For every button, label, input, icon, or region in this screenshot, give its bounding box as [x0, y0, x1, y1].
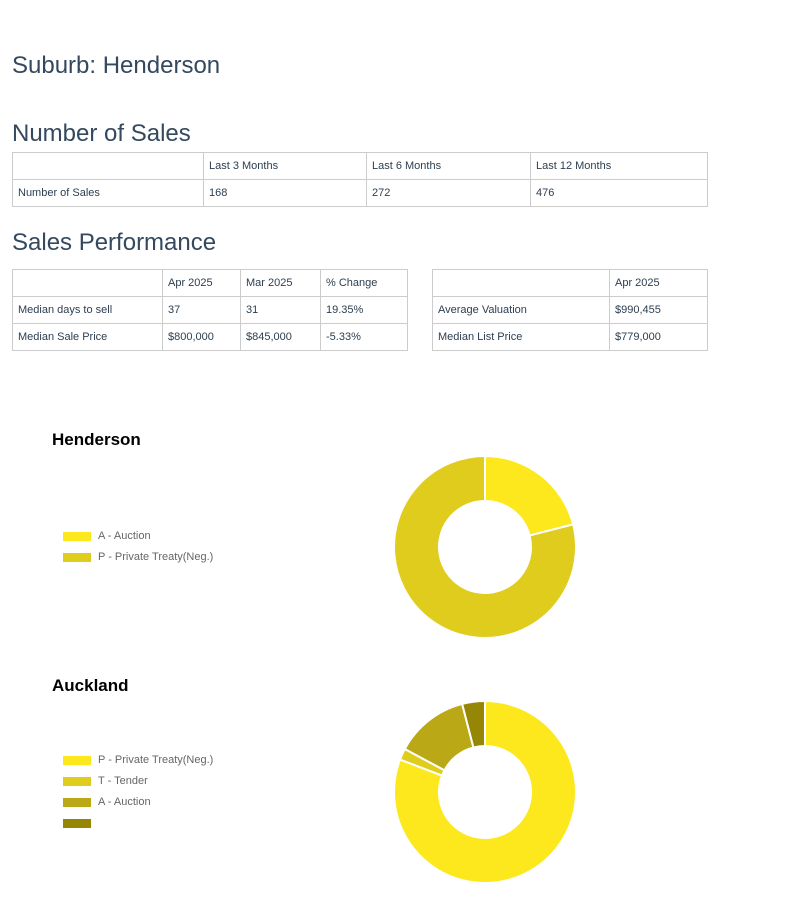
- table-cell: 19.35%: [320, 296, 408, 324]
- auckland-donut-chart: [393, 699, 577, 884]
- sales-performance-table: Apr 2025 Mar 2025 % Change Median days t…: [12, 269, 408, 351]
- table-cell: 272: [366, 179, 531, 207]
- legend-swatch: [63, 819, 91, 828]
- table-cell: Median List Price: [432, 323, 610, 351]
- table-cell: [12, 152, 204, 180]
- valuation-table: Apr 2025 Average Valuation $990,455 Medi…: [432, 269, 708, 351]
- henderson-donut-chart: [393, 454, 577, 639]
- suburb-title: Suburb: Henderson: [12, 52, 221, 79]
- number-of-sales-table: Last 3 Months Last 6 Months Last 12 Mont…: [12, 152, 708, 207]
- table-cell: 37: [162, 296, 241, 324]
- table-row: Median List Price $779,000: [432, 323, 708, 351]
- legend-label: T - Tender: [98, 775, 148, 787]
- legend-swatch: [63, 532, 91, 541]
- table-header-cell: Last 6 Months: [366, 152, 531, 180]
- legend-swatch: [63, 553, 91, 562]
- table-cell: Number of Sales: [12, 179, 204, 207]
- table-cell: [12, 269, 163, 297]
- table-cell: Median Sale Price: [12, 323, 163, 351]
- donut-slice[interactable]: [393, 699, 577, 884]
- donut-slice[interactable]: [484, 454, 575, 537]
- table-cell: $990,455: [609, 296, 708, 324]
- table-cell: Average Valuation: [432, 296, 610, 324]
- table-header-cell: Last 3 Months: [203, 152, 367, 180]
- table-cell: $845,000: [240, 323, 321, 351]
- table-header-cell: Mar 2025: [240, 269, 321, 297]
- legend-swatch: [63, 756, 91, 765]
- table-header-cell: Last 12 Months: [530, 152, 708, 180]
- auckland-chart-title: Auckland: [52, 676, 129, 695]
- table-cell: $779,000: [609, 323, 708, 351]
- legend-label: P - Private Treaty(Neg.): [98, 551, 214, 563]
- table-cell: Median days to sell: [12, 296, 163, 324]
- table-cell: -5.33%: [320, 323, 408, 351]
- number-of-sales-heading: Number of Sales: [12, 120, 191, 147]
- legend-label: A - Auction: [98, 796, 151, 808]
- henderson-chart-title: Henderson: [52, 430, 141, 449]
- table-cell: $800,000: [162, 323, 241, 351]
- legend-swatch: [63, 777, 91, 786]
- table-cell: 31: [240, 296, 321, 324]
- table-row: Number of Sales 168 272 476: [12, 179, 708, 207]
- table-header-row: Apr 2025: [432, 269, 708, 297]
- table-header-cell: Apr 2025: [609, 269, 708, 297]
- table-row: Median days to sell 37 31 19.35%: [12, 296, 408, 324]
- sales-performance-heading: Sales Performance: [12, 229, 217, 256]
- donut-slice[interactable]: [460, 699, 486, 749]
- table-cell: 476: [530, 179, 708, 207]
- table-row: Median Sale Price $800,000 $845,000 -5.3…: [12, 323, 408, 351]
- table-header-row: Last 3 Months Last 6 Months Last 12 Mont…: [12, 152, 708, 180]
- table-header-row: Apr 2025 Mar 2025 % Change: [12, 269, 408, 297]
- donut-slice[interactable]: [393, 454, 577, 639]
- table-header-cell: Apr 2025: [162, 269, 241, 297]
- table-cell: 168: [203, 179, 367, 207]
- legend-label: P - Private Treaty(Neg.): [98, 754, 214, 766]
- legend-label: A - Auction: [98, 530, 151, 542]
- table-row: Average Valuation $990,455: [432, 296, 708, 324]
- table-cell: [432, 269, 610, 297]
- table-header-cell: % Change: [320, 269, 408, 297]
- legend-swatch: [63, 798, 91, 807]
